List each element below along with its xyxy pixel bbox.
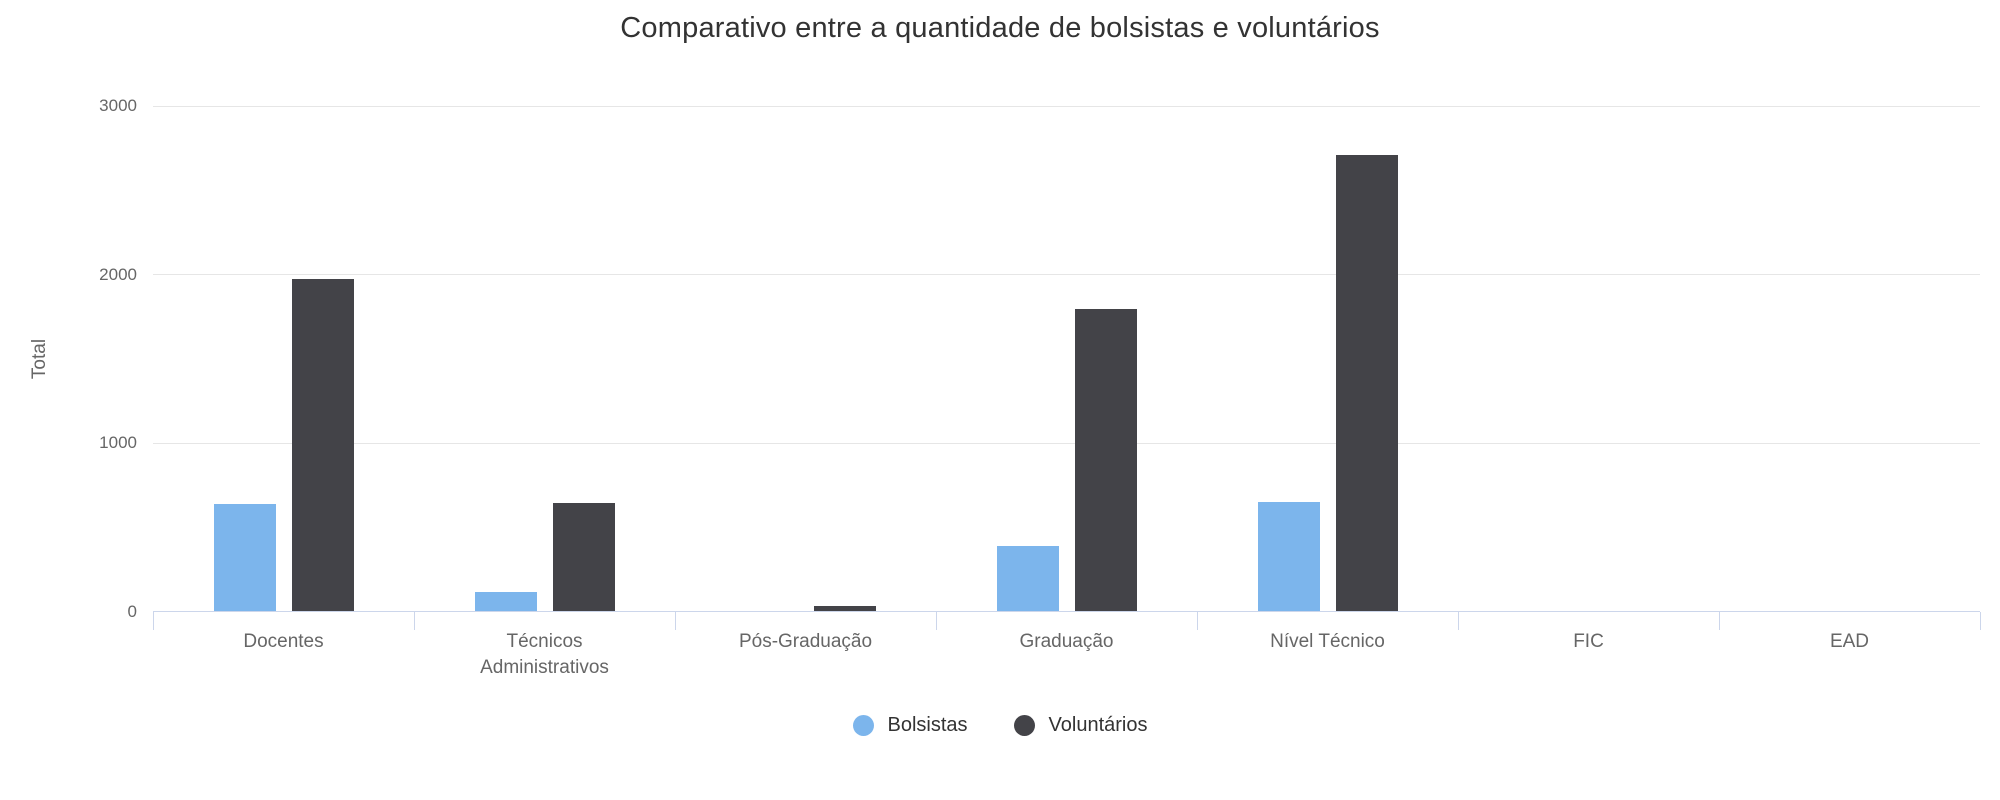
legend-item-bolsistas[interactable]: Bolsistas [852,714,968,737]
x-tick-label: Docentes [243,631,324,652]
y-tick-label: 0 [127,602,137,621]
bar-bolsistas[interactable] [474,591,537,611]
x-tick-mark [1719,612,1720,630]
y-tick-label: 3000 [99,96,137,115]
y-tick-label: 2000 [99,264,137,284]
x-tick-label: Técnicos Administrativos [480,631,609,678]
bar-group-nivel-tecnico [1197,106,1458,611]
plot-area [153,106,1980,612]
x-tick-label: Nível Técnico [1270,631,1385,652]
x-tick-mark [936,612,937,630]
x-axis-ticks [153,612,1981,630]
legend-label: Bolsistas [887,714,968,736]
x-tick-mark [153,612,154,630]
gridline-2000 [153,274,1980,276]
x-tick-mark [1458,612,1459,630]
bar-voluntarios[interactable] [1074,308,1137,611]
x-tick-label: Pós-Graduação [738,631,873,652]
legend-marker-icon [852,715,874,736]
x-tick-mark [1197,612,1198,630]
x-axis-labels: Docentes Técnicos Administrativos Pós-Grad… [153,629,1980,680]
x-tick-mark [675,612,676,630]
x-tick-label: FIC [1573,631,1604,652]
y-axis-labels: 0 1000 2000 3000 [0,96,137,621]
bars-layer [153,106,1980,611]
grid-layer [153,106,1980,611]
x-tick-mark [1980,612,1981,630]
legend-item-voluntarios[interactable]: Voluntários [1013,714,1148,737]
bar-group-fic [1458,106,1719,611]
bar-bolsistas[interactable] [213,504,276,611]
chart-title: Comparativo entre a quantidade de bolsis… [620,12,1380,44]
legend: Bolsistas Voluntários [0,714,2000,737]
bar-voluntarios[interactable] [291,278,354,611]
bar-voluntarios[interactable] [813,605,876,611]
legend-marker-icon [1013,715,1035,736]
bar-group-tecnicos [414,106,675,611]
bar-voluntarios[interactable] [552,503,615,611]
bar-group-pos-graduacao [675,106,936,611]
x-tick-label: Graduação [1019,631,1114,652]
gridline-1000 [153,442,1980,444]
x-tick-mark [414,612,415,630]
bar-bolsistas[interactable] [996,546,1059,611]
bar-group-ead [1719,106,1980,611]
y-tick-label: 1000 [99,433,137,453]
bar-group-graduacao [936,106,1197,611]
bar-bolsistas[interactable] [1257,502,1320,611]
x-tick-label: EAD [1829,631,1870,652]
bar-voluntarios[interactable] [1335,154,1398,611]
gridline-3000 [153,106,1980,107]
bar-group-docentes [153,106,414,611]
legend-label: Voluntários [1048,714,1148,736]
